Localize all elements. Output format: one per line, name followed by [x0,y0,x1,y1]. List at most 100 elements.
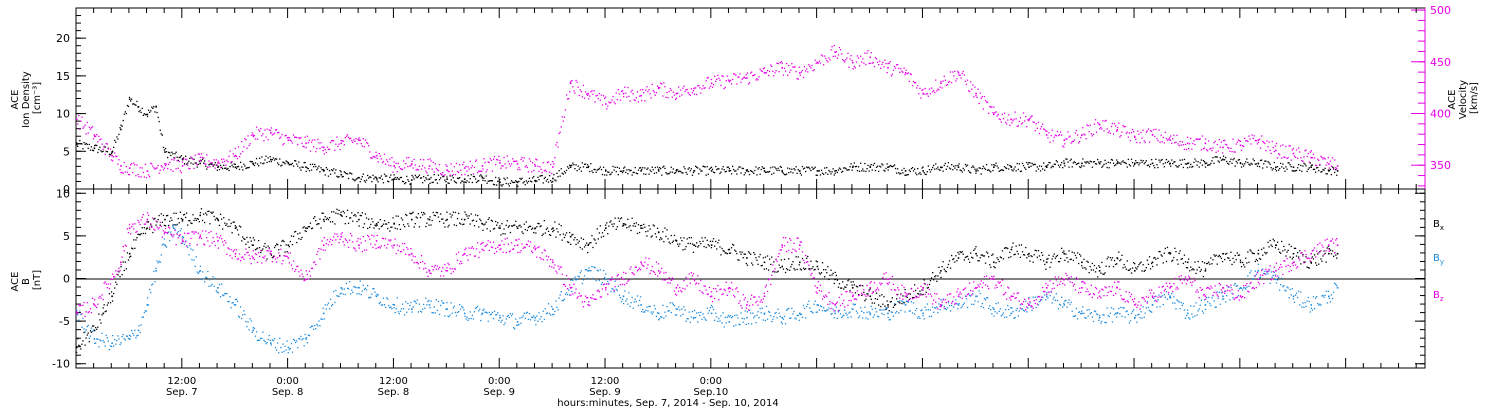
data-point [1234,151,1236,153]
data-point [611,171,613,173]
data-point [508,163,510,165]
data-point [1037,168,1040,170]
data-point [887,166,889,168]
data-point [428,165,431,167]
data-point [876,165,879,167]
data-point [1066,138,1068,140]
data-point [539,175,541,177]
data-point [816,174,818,176]
data-point [1086,161,1088,163]
data-point [181,235,184,238]
data-point [1064,165,1066,167]
data-point [719,172,721,175]
data-point [718,239,720,241]
data-point [123,161,125,164]
data-point [940,80,942,83]
data-point [1065,253,1067,255]
data-point [1178,252,1180,254]
data-point [112,160,114,162]
data-point [298,137,300,139]
data-point [920,97,922,99]
data-point [120,124,122,126]
data-point [579,272,581,274]
data-point [919,290,921,292]
data-point [865,63,867,66]
data-point [349,138,351,140]
data-point [446,178,448,180]
data-point [1012,242,1014,244]
data-point [880,67,882,69]
data-point [711,240,714,242]
data-point [982,108,984,110]
data-point [217,292,220,294]
data-point [266,258,268,260]
data-point [400,308,403,310]
data-point [1049,141,1051,143]
data-point [882,164,884,166]
data-point [985,251,988,253]
data-point [497,159,499,161]
data-point [1177,143,1179,145]
data-point [593,266,595,268]
data-point [251,244,253,246]
data-point [692,171,695,174]
data-point [780,259,782,261]
data-point [308,334,311,337]
data-point [137,329,140,332]
data-point [914,284,916,286]
data-point [989,170,991,172]
data-point [422,165,424,167]
data-point [440,173,442,175]
data-point [529,225,532,227]
data-point [1082,127,1084,129]
data-point [1257,249,1260,251]
data-point [364,287,367,289]
data-point [189,220,191,222]
data-point [1258,257,1261,260]
data-point [750,72,752,74]
data-point [269,156,271,158]
data-point [455,182,458,184]
data-point [416,299,418,301]
data-point [1018,163,1020,165]
data-point [192,214,194,216]
data-point [935,163,937,165]
data-point [724,171,726,173]
data-point [1302,253,1304,256]
time-tick-label: 12:00 [379,376,408,387]
data-point [845,59,847,61]
data-point [304,333,306,336]
data-point [1148,256,1151,258]
data-point [1156,138,1158,140]
data-point [450,163,452,165]
data-point [162,214,165,217]
data-point [802,76,805,79]
data-point [240,161,242,163]
data-point [493,310,496,313]
data-point [1170,135,1172,137]
data-point [318,223,320,225]
data-point [884,305,886,307]
data-point [678,86,680,88]
data-point [565,232,568,234]
data-point [703,316,705,318]
data-point [709,307,712,309]
data-point [847,52,849,54]
data-point [506,177,508,179]
data-point [326,217,329,219]
data-point [435,178,437,181]
data-point [255,158,258,160]
data-point [402,308,405,310]
data-point [922,170,924,172]
data-point [900,172,902,174]
data-point [663,165,665,167]
data-point [1079,166,1081,168]
data-point [959,169,961,171]
data-point [446,176,448,178]
data-point [102,307,104,309]
data-point [201,219,204,222]
data-point [1310,166,1312,168]
data-point [400,176,403,179]
data-point [862,285,864,287]
